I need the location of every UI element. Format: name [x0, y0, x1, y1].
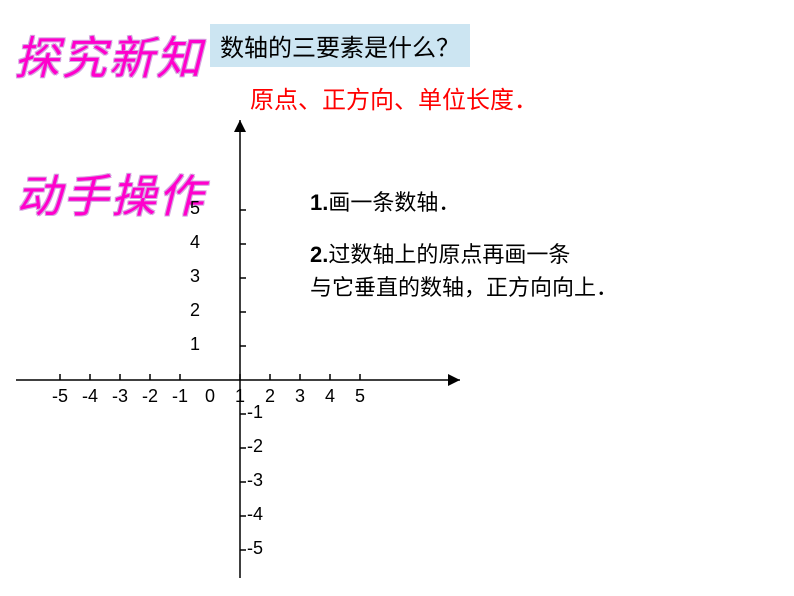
- tick-label: 3: [285, 386, 315, 407]
- instruction-1-text: 画一条数轴．: [328, 190, 460, 215]
- explore-title-text: 探究新知: [14, 34, 203, 84]
- tick-label: -4: [240, 504, 270, 525]
- tick-label: -5: [240, 538, 270, 559]
- tick-label: 1: [180, 334, 210, 355]
- tick-label: 3: [180, 266, 210, 287]
- tick-label: -2: [135, 386, 165, 407]
- tick-label: -4: [75, 386, 105, 407]
- handson-title: 动手操作: [16, 160, 205, 226]
- tick-label: -2: [240, 436, 270, 457]
- instruction-1: 1.画一条数轴．: [310, 186, 460, 219]
- x-ticks: [60, 374, 360, 380]
- x-axis-arrow: [448, 374, 460, 386]
- instruction-2: 2.过数轴上的原点再画一条 与它垂直的数轴，正方向向上．: [310, 238, 780, 304]
- instruction-2-line2: 与它垂直的数轴，正方向向上．: [310, 275, 618, 300]
- tick-label: 0: [195, 386, 225, 407]
- y-axis-arrow: [234, 120, 246, 132]
- tick-label: -5: [45, 386, 75, 407]
- question-box: 数轴的三要素是什么？: [210, 24, 470, 67]
- explore-title: 探究新知: [14, 22, 203, 88]
- tick-label: -1: [165, 386, 195, 407]
- tick-label: 4: [180, 232, 210, 253]
- tick-label: -3: [240, 470, 270, 491]
- instruction-2-line1: 过数轴上的原点再画一条: [328, 242, 570, 267]
- instruction-2-num: 2.: [310, 242, 328, 267]
- answer-content: 原点、正方向、单位长度．: [250, 88, 538, 114]
- question-text: 数轴的三要素是什么？: [220, 36, 460, 62]
- tick-label: 4: [315, 386, 345, 407]
- tick-label: -3: [105, 386, 135, 407]
- y-ticks: [240, 210, 246, 550]
- tick-label: 2: [180, 300, 210, 321]
- instruction-1-num: 1.: [310, 190, 328, 215]
- tick-label: 5: [345, 386, 375, 407]
- answer-text: 原点、正方向、单位长度．: [250, 80, 538, 115]
- tick-label: -1: [240, 402, 270, 423]
- handson-title-text: 动手操作: [16, 172, 205, 222]
- tick-label: 5: [180, 198, 210, 219]
